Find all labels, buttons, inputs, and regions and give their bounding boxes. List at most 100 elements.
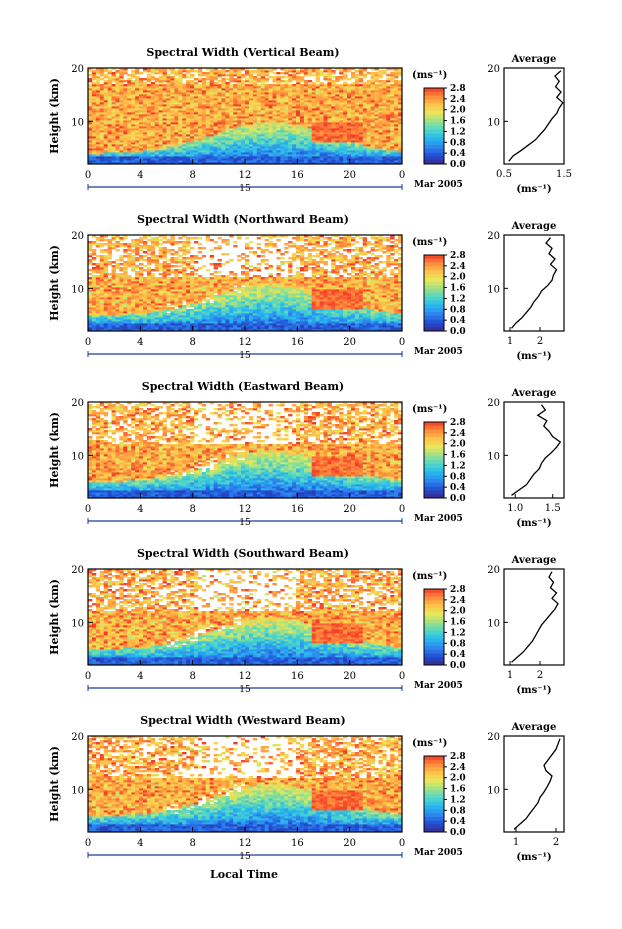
colorbar-segment [424, 130, 444, 134]
panel-title: Spectral Width (Vertical Beam) [146, 46, 339, 59]
heatmap-cell [210, 303, 214, 305]
colorbar-tick-label: 1.2 [450, 127, 466, 137]
heatmap-cell [343, 74, 347, 76]
heatmap-cell [308, 80, 312, 82]
heatmap-cell [221, 78, 225, 80]
heatmap-cell [92, 82, 96, 84]
heatmap-cell [339, 84, 343, 86]
heatmap-cell [382, 80, 386, 82]
y-axis-label: Height (km) [48, 78, 61, 154]
heatmap-cell [233, 78, 237, 80]
heatmap-cell [218, 80, 222, 82]
heatmap-cell [308, 84, 312, 86]
heatmap-cell [131, 70, 135, 72]
day-label: 15 [239, 184, 251, 194]
heatmap-cell [170, 307, 174, 309]
heatmap-cell [182, 74, 186, 76]
heatmap-cell [272, 84, 276, 86]
heatmap-cell [225, 74, 229, 76]
heatmap-cell [316, 84, 320, 86]
heatmap-cell [386, 84, 390, 86]
heatmap-cell [104, 74, 108, 76]
colorbar-segment [424, 122, 444, 126]
average-title: Average [511, 54, 557, 65]
colorbar-segment [424, 103, 444, 107]
heatmap-cell [324, 74, 328, 76]
colorbar-segment [424, 96, 444, 100]
heatmap-cell [276, 76, 280, 78]
heatmap-cell [186, 76, 190, 78]
heatmap-cell [123, 80, 127, 82]
heatmap-cell [155, 78, 159, 80]
heatmap-cell [229, 84, 233, 86]
heatmap-cell [190, 80, 194, 82]
y-tick-label: 10 [71, 117, 84, 128]
heatmap-cell [151, 82, 155, 84]
heatmap-cell [190, 309, 194, 311]
colorbar-tick-label: 2.8 [450, 84, 466, 94]
heatmap-cell [218, 84, 222, 86]
colorbar-tick-label: 0.8 [450, 138, 466, 148]
heatmap-cell [280, 80, 284, 82]
heatmap-cell [202, 72, 206, 74]
heatmap-cell [225, 78, 229, 80]
colorbar-tick-label: 2.4 [450, 95, 466, 105]
heatmap-cell [351, 72, 355, 74]
heatmap-cell [300, 76, 304, 78]
heatmap-cell [147, 74, 151, 76]
heatmap-cell [100, 84, 104, 86]
heatmap-cell [108, 70, 112, 72]
colorbar-segment [424, 115, 444, 119]
heatmap-cell [347, 84, 351, 86]
heatmap-cell [186, 70, 190, 72]
heatmap-cell [92, 70, 96, 72]
colorbar-tick-label: 2.0 [450, 106, 466, 116]
heatmap-cell [320, 82, 324, 84]
heatmap-cell [225, 70, 229, 72]
heatmap-cell [163, 84, 167, 86]
heatmap-cell [304, 80, 308, 82]
colorbar-segment [424, 118, 444, 122]
average-x-tick-label: 0.5 [496, 169, 512, 180]
heatmap-cell [390, 84, 394, 86]
heatmap-cell [249, 70, 253, 72]
heatmap-cell [331, 80, 335, 82]
heatmap-cell [96, 76, 100, 78]
heatmap-cell [167, 313, 171, 315]
heatmap-cell [131, 80, 135, 82]
heatmap-cell [363, 82, 367, 84]
heatmap-cell [257, 78, 261, 80]
heatmap-cell [347, 78, 351, 80]
heatmap-cell [288, 74, 292, 76]
heatmap-cell [280, 72, 284, 74]
x-tick-label: 8 [189, 170, 195, 181]
colorbar-segment [424, 92, 444, 96]
heatmap-cell [265, 84, 269, 86]
heatmap-cell [206, 72, 210, 74]
heatmap-cell [363, 74, 367, 76]
heatmap-cell [186, 80, 190, 82]
date-label: Mar 2005 [414, 180, 463, 190]
heatmap-cell [390, 72, 394, 74]
x-tick-label: 12 [239, 170, 252, 181]
heatmap-cell [394, 80, 398, 82]
colorbar-tick-label: 1.6 [450, 117, 466, 127]
x-tick-label: 0 [85, 170, 91, 181]
heatmap-cell [269, 84, 273, 86]
heatmap-cell [214, 82, 218, 84]
heatmap-cell [112, 84, 116, 86]
colorbar-unit: (ms⁻¹) [412, 70, 447, 81]
heatmap-cell [182, 305, 186, 307]
colorbar-segment [424, 141, 444, 145]
heatmap-cell [343, 82, 347, 84]
heatmap-cell [280, 76, 284, 78]
heatmap-cell [296, 76, 300, 78]
heatmap-cell [100, 78, 104, 80]
heatmap-cell [194, 70, 198, 72]
heatmap-cell [151, 76, 155, 78]
heatmap-cell [206, 82, 210, 84]
colorbar-segment [424, 137, 444, 141]
heatmap-cell [324, 84, 328, 86]
heatmap-cell [167, 74, 171, 76]
average-x-tick-label: 1.5 [556, 169, 572, 180]
